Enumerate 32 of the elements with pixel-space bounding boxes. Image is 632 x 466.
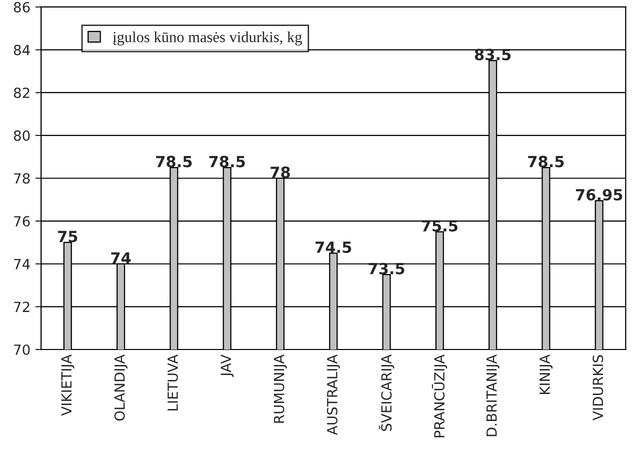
x-tick-label: OLANDIJA: [114, 354, 128, 421]
x-tick-label: AUSTRALIJA: [326, 354, 340, 436]
legend-label: įgulos kūno masės vidurkis, kg: [112, 32, 302, 46]
data-label: 78.5: [209, 156, 245, 168]
x-tick-label: LIETUVA: [168, 354, 178, 410]
x-tick-label: PRANCŪZIJA: [432, 354, 448, 438]
x-tick-label: ŠVEICARIJA: [378, 354, 394, 431]
y-tick-label: 80: [14, 130, 30, 141]
y-tick-label: 84: [14, 44, 30, 56]
x-tick-label: RUMUNIJA: [274, 354, 287, 423]
y-tick-label: 82: [14, 88, 30, 98]
x-tick-label: JAV: [220, 354, 234, 378]
x-tick-label: KINIJA: [540, 354, 553, 394]
data-label: 76.95: [576, 189, 622, 201]
y-tick-label: 78: [14, 173, 30, 184]
data-label: 75.5: [422, 220, 458, 232]
data-label: 75: [58, 230, 78, 242]
data-label: 73.5: [368, 262, 404, 274]
y-tick-label: 72: [14, 302, 30, 312]
y-tick-label: 76: [14, 216, 30, 227]
x-tick-label: VIDURKIS: [592, 355, 604, 420]
data-label: 78.5: [528, 156, 564, 168]
data-label: 78: [270, 166, 290, 178]
y-tick-label: 86: [14, 2, 30, 12]
y-tick-label: 74: [14, 259, 30, 270]
data-label: 74: [111, 252, 131, 264]
y-tick-label: 70: [14, 344, 30, 355]
data-label: 74.5: [316, 242, 352, 253]
data-label: 78.5: [156, 156, 192, 168]
x-tick-label: VIKIETIJA: [61, 354, 74, 416]
x-tick-label: D.BRITANIJA: [486, 354, 500, 436]
data-label: 83.5: [474, 48, 511, 60]
